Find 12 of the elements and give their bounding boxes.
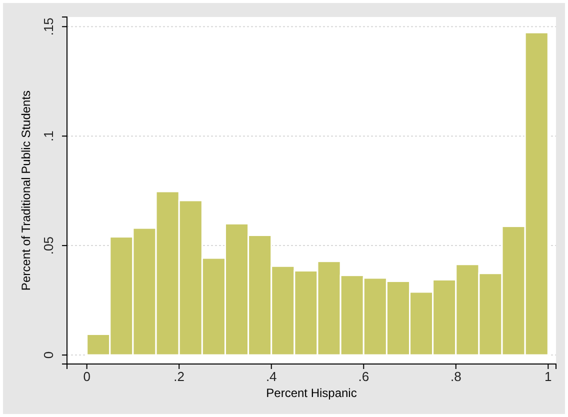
x-tick-label: .2 (174, 369, 185, 384)
x-tick-label: .6 (358, 369, 370, 384)
x-axis-title: Percent Hispanic (266, 386, 357, 400)
x-tick-label: .8 (450, 369, 462, 384)
y-tick-label: .05 (41, 236, 56, 255)
x-tick-label: 1 (544, 369, 552, 384)
y-tick-label: .15 (41, 18, 56, 36)
x-tick-label: .4 (266, 369, 277, 384)
y-tick-label: 0 (41, 351, 56, 359)
y-tick-label: .1 (41, 130, 56, 142)
x-tick-label: 0 (83, 369, 90, 384)
y-axis-title: Percent of Traditional Public Students (19, 90, 33, 291)
